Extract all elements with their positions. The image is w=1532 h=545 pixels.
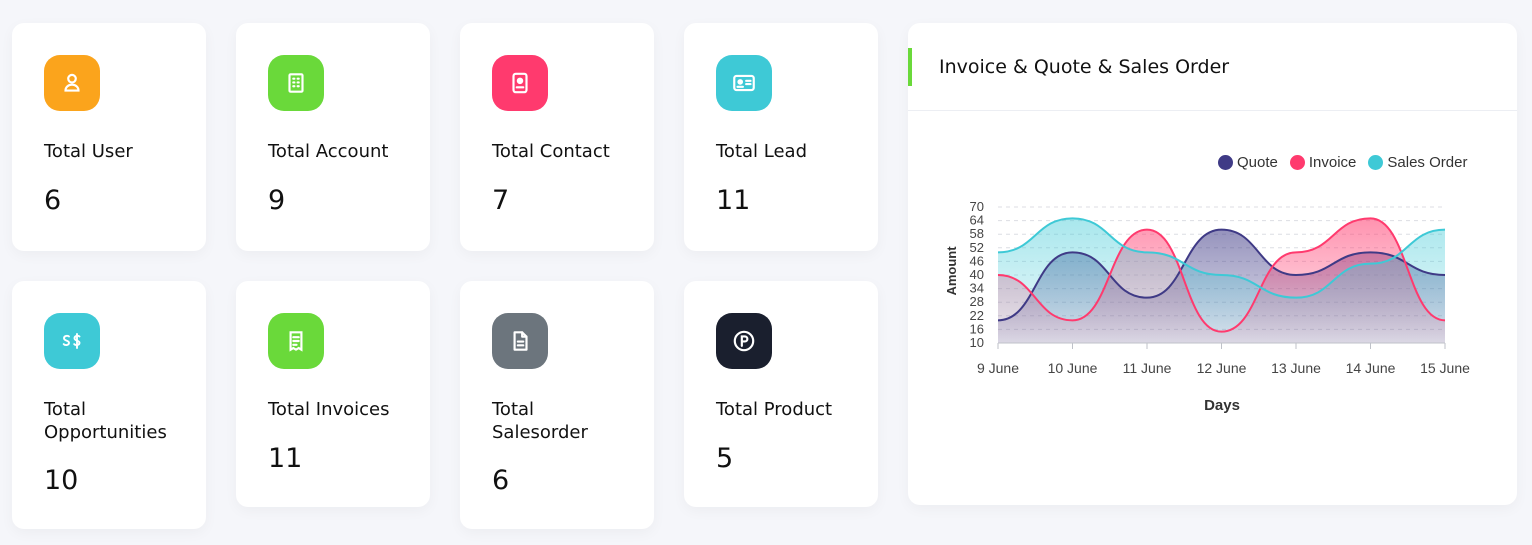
stat-value: 11 xyxy=(268,443,303,474)
stat-card-total-user[interactable]: Total User 6 xyxy=(12,23,206,251)
line-invoice xyxy=(997,217,1446,333)
chart-card: Invoice & Quote & Sales Order Quote Invo… xyxy=(908,23,1517,505)
area-sales-order xyxy=(998,218,1445,343)
x-tick-label: 9 June xyxy=(977,360,1019,376)
y-tick-label: 46 xyxy=(970,253,984,268)
y-tick-label: 28 xyxy=(970,294,984,309)
legend-item-sales-order[interactable]: Sales Order xyxy=(1368,154,1467,171)
chart-title: Invoice & Quote & Sales Order xyxy=(939,56,1230,78)
stat-value: 7 xyxy=(492,185,510,216)
line-sales-order xyxy=(997,217,1446,299)
stat-label: Total Invoices xyxy=(268,399,390,420)
contact-badge-icon xyxy=(492,55,548,111)
legend-dot-icon xyxy=(1218,155,1233,170)
y-tick-label: 34 xyxy=(970,281,984,296)
y-tick-label: 16 xyxy=(970,321,984,336)
stat-card-total-account[interactable]: Total Account 9 xyxy=(236,23,430,251)
y-axis-title: Amount xyxy=(944,246,959,296)
x-tick-label: 11 June xyxy=(1123,360,1172,376)
y-tick-label: 40 xyxy=(970,267,984,282)
stat-label: Total Contact xyxy=(492,141,610,162)
y-tick-label: 10 xyxy=(970,335,984,350)
stat-value: 6 xyxy=(44,185,62,216)
stat-value: 6 xyxy=(492,465,510,496)
stat-card-total-contact[interactable]: Total Contact 7 xyxy=(460,23,654,251)
y-tick-label: 52 xyxy=(970,240,984,255)
legend-item-quote[interactable]: Quote xyxy=(1218,154,1278,171)
chart-header: Invoice & Quote & Sales Order xyxy=(908,23,1517,111)
document-icon xyxy=(492,313,548,369)
line-quote xyxy=(997,228,1446,322)
receipt-icon xyxy=(268,313,324,369)
stat-card-total-lead[interactable]: Total Lead 11 xyxy=(684,23,878,251)
x-axis-title: Days xyxy=(1204,397,1240,414)
stat-label: Total Lead xyxy=(716,141,808,162)
stat-value: 9 xyxy=(268,185,286,216)
building-icon xyxy=(268,55,324,111)
stat-card-total-salesorder[interactable]: Total Salesorder 6 xyxy=(460,281,654,529)
legend-label: Sales Order xyxy=(1387,154,1468,171)
x-tick-label: 12 June xyxy=(1197,360,1247,376)
stat-card-total-invoices[interactable]: Total Invoices 11 xyxy=(236,281,430,507)
stat-label: Total Account xyxy=(268,141,389,162)
product-p-icon xyxy=(716,313,772,369)
chart-legend: Quote Invoice Sales Order xyxy=(1218,154,1467,171)
stat-value: 10 xyxy=(44,465,79,496)
legend-label: Invoice xyxy=(1308,154,1357,171)
y-tick-label: 22 xyxy=(970,308,984,323)
legend-label: Quote xyxy=(1237,154,1278,171)
stat-label: Total Opportunities xyxy=(44,399,167,443)
y-tick-label: 70 xyxy=(970,199,984,214)
chart-accent-bar xyxy=(908,48,912,86)
stat-label: Total Product xyxy=(716,399,833,420)
x-tick-label: 15 June xyxy=(1420,360,1470,376)
legend-dot-icon xyxy=(1368,155,1384,170)
stat-card-total-opportunities[interactable]: Total Opportunities 10 xyxy=(12,281,206,529)
stat-label: Total Salesorder xyxy=(492,399,588,443)
legend-dot-icon xyxy=(1289,155,1305,170)
legend-item-invoice[interactable]: Invoice xyxy=(1289,154,1357,171)
x-tick-label: 10 June xyxy=(1048,360,1098,376)
x-tick-label: 13 June xyxy=(1271,360,1321,376)
stat-card-total-product[interactable]: Total Product 5 xyxy=(684,281,878,507)
id-card-icon xyxy=(716,55,772,111)
y-tick-label: 64 xyxy=(970,213,984,228)
stat-value: 11 xyxy=(716,185,751,216)
stat-label: Total User xyxy=(44,141,133,162)
currency-icon xyxy=(44,313,100,369)
user-icon xyxy=(44,55,100,111)
stat-value: 5 xyxy=(716,443,734,474)
x-tick-label: 14 June xyxy=(1346,360,1396,376)
y-tick-label: 58 xyxy=(970,226,984,241)
